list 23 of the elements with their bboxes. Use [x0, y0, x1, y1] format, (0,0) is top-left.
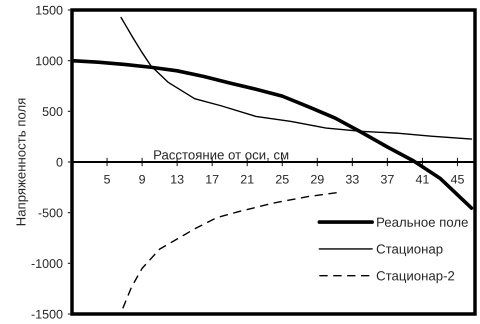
y-tick-label: 500 — [42, 107, 62, 116]
y-axis-title: Напряженность поля — [16, 98, 28, 226]
y-tick-label: -1000 — [32, 259, 62, 268]
y-tick-label: 0 — [56, 158, 62, 167]
x-tick-label: 45 — [450, 174, 464, 184]
legend-label: Реальное поле — [377, 218, 468, 227]
legend-label: Стационар — [376, 244, 443, 256]
x-tick-label: 17 — [206, 174, 218, 184]
x-tick-label: 13 — [171, 174, 184, 184]
y-tick-label: -500 — [38, 208, 62, 218]
legend-label: Стационар-2 — [376, 271, 454, 284]
x-axis-title: Расстояние от оси, см — [154, 150, 288, 162]
x-tick-label: 25 — [276, 174, 289, 184]
x-tick-label: 29 — [310, 174, 324, 184]
x-tick-label: 41 — [416, 174, 429, 184]
x-tick-label: 9 — [139, 174, 145, 184]
x-tick-label: 5 — [104, 174, 110, 184]
y-tick-label: 1500 — [36, 6, 62, 15]
y-tick-label: -1500 — [32, 310, 62, 319]
y-tick-label: 1000 — [36, 56, 62, 66]
x-tick-label: 21 — [240, 174, 254, 184]
x-tick-label: 37 — [380, 174, 394, 184]
x-tick-label: 33 — [346, 174, 359, 184]
